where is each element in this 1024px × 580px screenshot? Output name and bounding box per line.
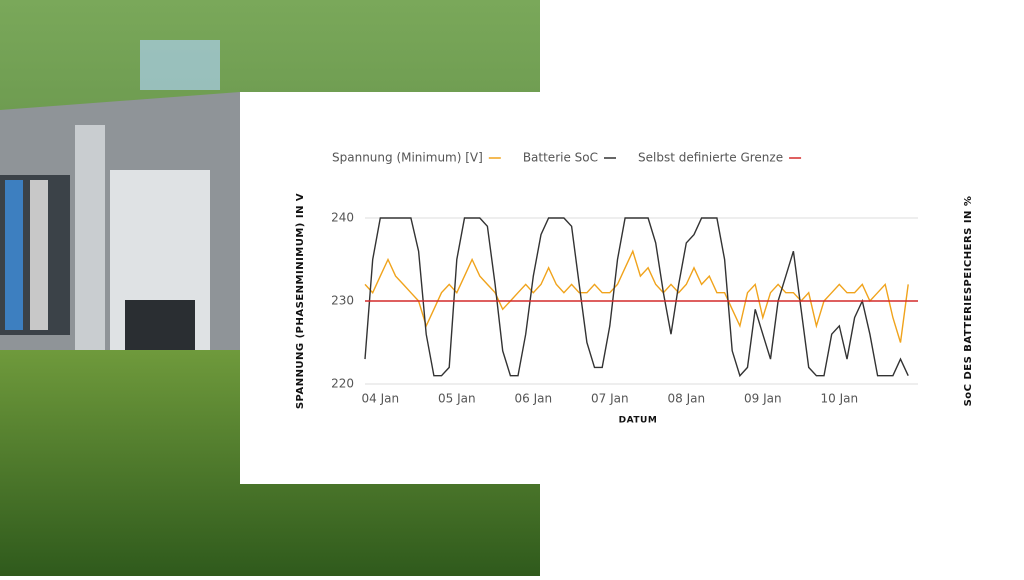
legend-label: Selbst definierte Grenze (638, 151, 783, 165)
x-tick-label: 05 Jan (438, 392, 476, 406)
data-line (364, 249, 909, 343)
y-tick-label: 240 (331, 211, 354, 225)
x-tick-label: 10 Jan (821, 392, 859, 406)
data-line (364, 217, 909, 378)
y-tick-label: 230 (331, 294, 354, 308)
y-tick-label: 220 (331, 377, 354, 391)
y-axis-title: SPANNUNG (PHASENMINIMUM) IN V (295, 193, 306, 409)
legend-label: Spannung (Minimum) [V] (332, 151, 483, 165)
x-axis-title: DATUM (619, 416, 658, 426)
x-tick-label: 09 Jan (744, 392, 782, 406)
x-tick-label: 04 Jan (362, 392, 400, 406)
y2-axis-title: SoC DES BATTERIESPEICHERS IN % (963, 196, 974, 407)
legend-label: Batterie SoC (523, 151, 598, 165)
x-tick-label: 08 Jan (668, 392, 706, 406)
x-tick-label: 06 Jan (515, 392, 553, 406)
x-tick-label: 07 Jan (591, 392, 629, 406)
